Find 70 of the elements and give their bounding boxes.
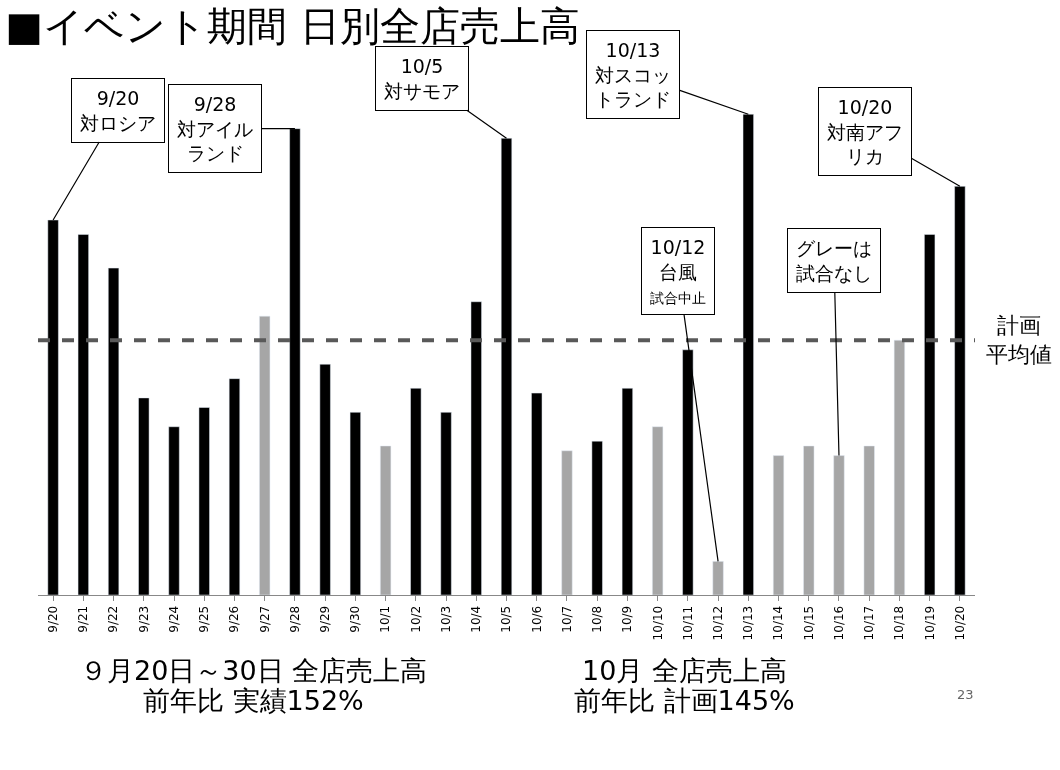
x-tick-label: 9/24 [166, 605, 181, 633]
x-tick-label: 10/9 [620, 605, 635, 633]
text: 前年比 計画145% [574, 685, 795, 716]
x-tick-label: 10/4 [469, 605, 484, 633]
x-tick-label: 9/21 [76, 605, 91, 633]
x-tick-label: 10/10 [650, 605, 665, 641]
annotation: グレーは試合なし [796, 237, 872, 284]
chart-title: ■イベント期間 日別全店売上高 [5, 2, 580, 49]
x-tick-label: 9/20 [46, 605, 61, 633]
bar [863, 445, 875, 595]
x-tick-label: 9/27 [257, 605, 272, 633]
x-tick-label: 10/6 [529, 605, 544, 633]
x-tick-label: 10/18 [892, 605, 907, 641]
annotation: 9/28 対アイルランド [177, 93, 253, 165]
text: 10月 全店売上高 [582, 655, 787, 686]
annotation: 10/13 対スコットランド [595, 39, 671, 111]
annotation: 10/5 対サモア [384, 55, 460, 102]
bar [198, 407, 210, 595]
x-tick-label: 9/30 [348, 605, 363, 633]
x-tick-label: 10/5 [499, 605, 514, 633]
x-tick-label: 9/26 [227, 605, 242, 633]
bar [259, 315, 271, 595]
x-tick-label: 10/1 [378, 605, 393, 633]
x-tick-label: 10/15 [801, 605, 816, 641]
x-tick-label: 10/17 [862, 605, 877, 641]
bar [591, 440, 603, 595]
x-tick-label: 10/16 [831, 605, 846, 641]
bar [924, 234, 936, 595]
bar [380, 445, 392, 595]
annotation: 9/20 対ロシア [80, 87, 156, 134]
bar [531, 392, 543, 595]
x-tick-label: 10/3 [438, 605, 453, 633]
bar [138, 397, 150, 595]
bar [410, 388, 422, 595]
x-tick-label: 9/23 [136, 605, 151, 633]
bar [833, 455, 845, 595]
bar [228, 378, 241, 595]
x-tick-label: 9/22 [106, 605, 121, 633]
bar [652, 426, 664, 595]
text: 23 [957, 687, 974, 702]
bar [893, 339, 905, 595]
x-tick-label: 10/2 [408, 605, 423, 633]
text: 前年比 実績152% [143, 685, 364, 716]
bar [621, 388, 633, 595]
x-tick-label: 10/8 [590, 605, 605, 633]
x-tick-label: 10/19 [922, 605, 937, 641]
bar [712, 561, 724, 595]
x-tick-label: 9/29 [318, 605, 333, 633]
bar [168, 426, 180, 595]
bar [77, 234, 89, 595]
ref-line-label: 計画平均値 [986, 313, 1052, 367]
x-tick-label: 10/12 [710, 605, 725, 641]
x-tick-label: 9/25 [197, 605, 212, 633]
bar [803, 445, 815, 595]
bar [772, 455, 785, 595]
bar [440, 412, 452, 595]
bar [319, 363, 331, 595]
x-tick-label: 10/14 [771, 605, 786, 641]
annotation: 10/20 対南アフリカ [827, 96, 903, 168]
x-tick-label: 10/11 [680, 605, 695, 641]
bar [349, 412, 361, 595]
text: ９月20日～30日 全店売上高 [80, 655, 428, 686]
x-tick-label: 10/13 [741, 605, 756, 641]
annotation: 10/12 台風試合中止 [650, 236, 706, 307]
x-tick-label: 9/28 [287, 605, 302, 633]
bar [108, 267, 120, 595]
bar [561, 450, 573, 595]
x-tick-label: 10/7 [559, 605, 574, 633]
bar [470, 301, 482, 595]
x-tick-label: 10/20 [952, 605, 967, 641]
